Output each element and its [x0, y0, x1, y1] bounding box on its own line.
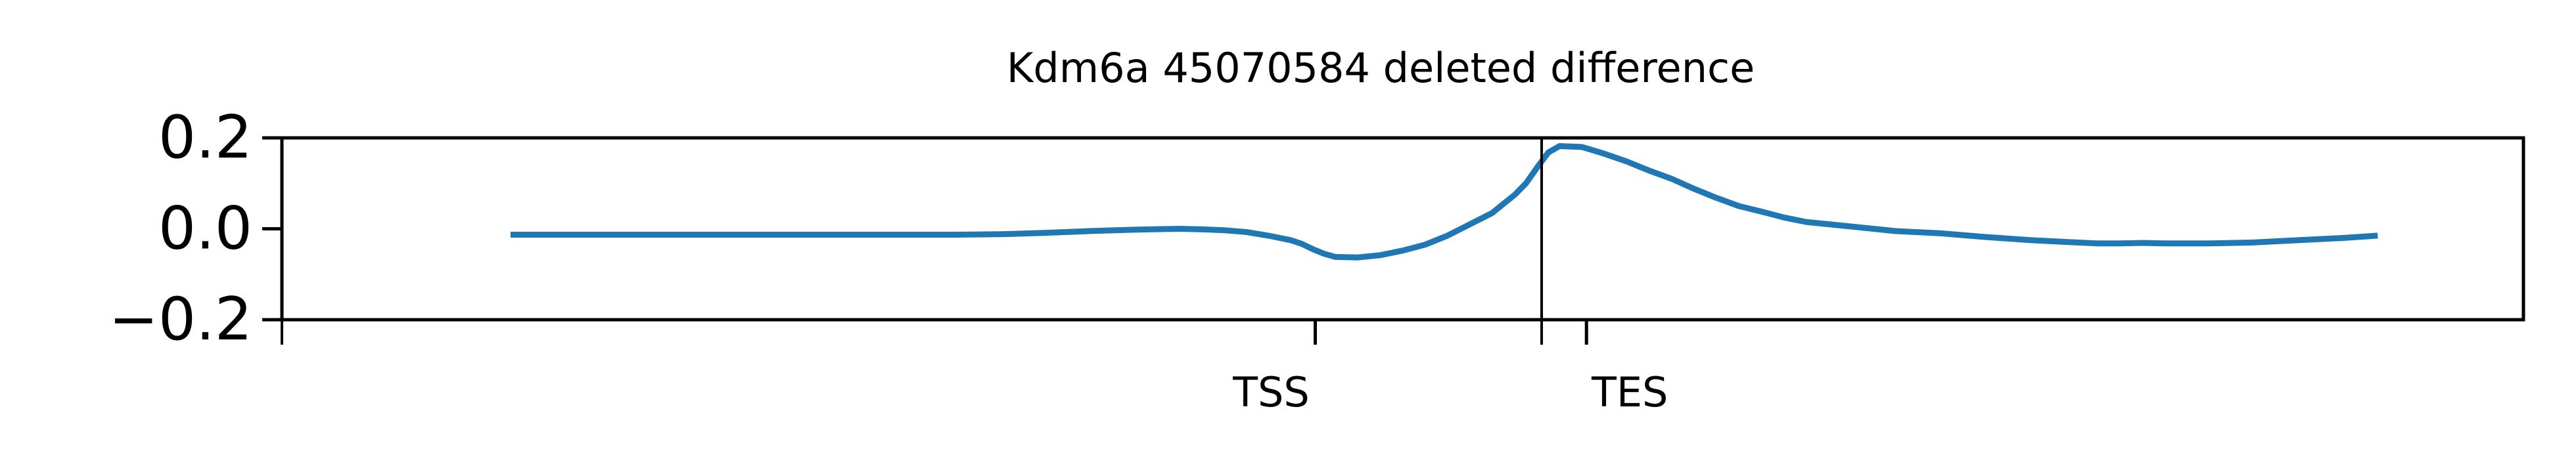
series-line-0	[510, 143, 2378, 261]
y-tick-label-2: −0.2	[108, 285, 252, 354]
x-tick-label-tes: TES	[1591, 368, 1668, 416]
chart-title: Kdm6a 45070584 deleted difference	[1007, 44, 1755, 92]
y-tick-label-0: 0.2	[158, 103, 252, 172]
axes-layer: 0.2 0.0 −0.2 TSS TES	[108, 103, 2525, 416]
marks-layer	[510, 143, 2378, 261]
y-tick-label-1: 0.0	[158, 194, 252, 263]
x-tick-label-tss: TSS	[1232, 368, 1310, 416]
